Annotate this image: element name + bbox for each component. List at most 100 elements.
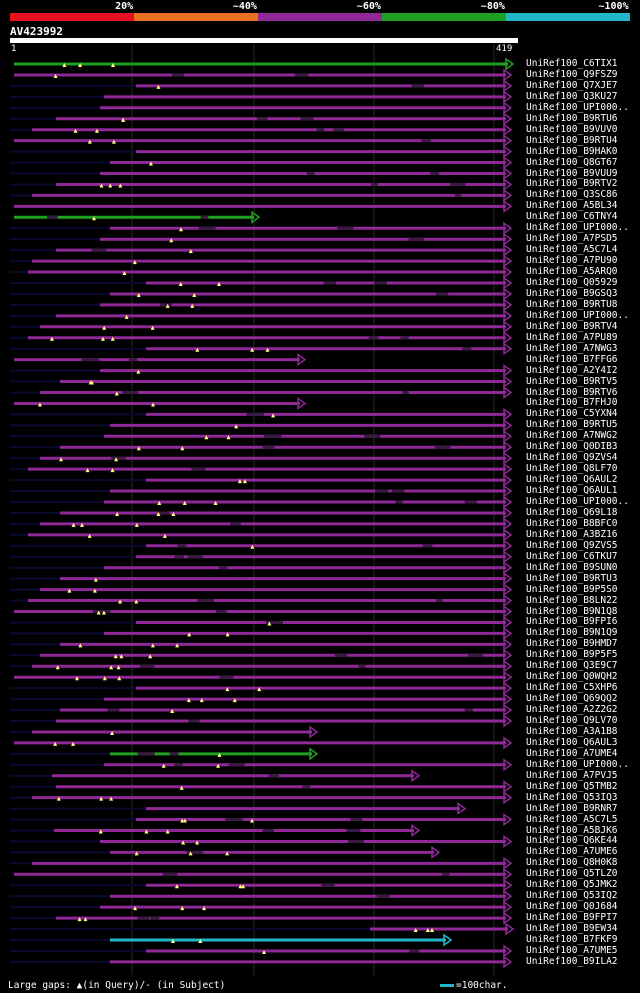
hit-label[interactable]: UniRef100_B9N1Q9	[526, 627, 618, 639]
hit-label[interactable]: UniRef100_B8BFC0	[526, 517, 618, 529]
ruler-end: 419	[496, 44, 513, 54]
hit-label[interactable]: UniRef100_A5C7L4	[526, 244, 618, 256]
hit-label[interactable]: UniRef100_B9P5F5	[526, 649, 618, 661]
hit-label[interactable]: UniRef100_Q5TMB2	[526, 780, 618, 792]
hit-label[interactable]: UniRef100_UPI000..	[526, 496, 629, 507]
gap-marker	[225, 851, 230, 856]
hit-label[interactable]: UniRef100_B7FFG6	[526, 353, 618, 365]
hit-arrow	[503, 780, 513, 794]
hit-label[interactable]: UniRef100_Q6KE44	[526, 835, 618, 847]
gap-marker	[181, 840, 186, 845]
hit-arrow	[309, 747, 319, 761]
hit-label[interactable]: UniRef100_B9HMD7	[526, 638, 618, 650]
hit-label[interactable]: UniRef100_UPI000..	[526, 222, 629, 234]
gap-marker	[78, 643, 83, 648]
hit-label[interactable]: UniRef100_B7FHJ0	[526, 397, 618, 409]
hit-label[interactable]: UniRef100_B9RTV4	[526, 320, 618, 332]
hit-label[interactable]: UniRef100_A3A1B8	[526, 725, 618, 737]
hit-label[interactable]: UniRef100_Q69L18	[526, 506, 618, 518]
hit-label[interactable]: UniRef100_A7UME5	[526, 944, 618, 956]
hit-label[interactable]: UniRef100_B9RTU4	[526, 134, 618, 146]
hit-label[interactable]: UniRef100_A2Y4I2	[526, 364, 618, 376]
hit-label[interactable]: UniRef100_Q6AUL2	[526, 474, 618, 486]
hit-label[interactable]: UniRef100_A7NWG3	[526, 342, 618, 354]
hit-label[interactable]: UniRef100_Q5JMK2	[526, 879, 618, 891]
hit-label[interactable]: UniRef100_Q05929	[526, 277, 618, 288]
hit-arrow	[503, 188, 513, 202]
hit-label[interactable]: UniRef100_A7NWG2	[526, 430, 618, 442]
hit-label[interactable]: UniRef100_B9RTV6	[526, 386, 618, 398]
hit-label[interactable]: UniRef100_Q6AUL1	[526, 485, 618, 497]
hit-label[interactable]: UniRef100_B9EW34	[526, 923, 618, 935]
hit-label[interactable]: UniRef100_B9VUV0	[526, 123, 618, 135]
hit-label[interactable]: UniRef100_B7FKF9	[526, 934, 618, 945]
hit-label[interactable]: UniRef100_Q6AUL3	[526, 736, 618, 748]
hit-label[interactable]: UniRef100_Q7XJE7	[526, 79, 618, 91]
hit-label[interactable]: UniRef100_Q3SC86	[526, 189, 618, 201]
hit-label[interactable]: UniRef100_UPI000..	[526, 758, 629, 770]
hit-label[interactable]: UniRef100_B9RTV5	[526, 375, 618, 387]
hit-label[interactable]: UniRef100_B9RTU5	[526, 419, 618, 431]
hit-label[interactable]: UniRef100_B9ILA2	[526, 955, 618, 967]
hit-label[interactable]: UniRef100_Q3KU27	[526, 90, 618, 102]
hit-label[interactable]: UniRef100_B9RTU6	[526, 112, 618, 124]
hit-arrow	[503, 758, 513, 772]
hit-label[interactable]: UniRef100_Q9ZVS4	[526, 452, 618, 464]
hit-label[interactable]: UniRef100_B9RTV2	[526, 178, 618, 190]
gap-marker	[250, 544, 255, 549]
hit-label[interactable]: UniRef100_B9RTU3	[526, 572, 618, 584]
hit-label[interactable]: UniRef100_B9GSQ3	[526, 287, 618, 299]
hit-label[interactable]: UniRef100_A7PU90	[526, 255, 618, 267]
hit-label[interactable]: UniRef100_C6TKU7	[526, 550, 618, 562]
hit-label[interactable]: UniRef100_Q8H0K8	[526, 857, 618, 869]
hit-label[interactable]: UniRef100_B9RTU8	[526, 298, 618, 310]
hit-label[interactable]: UniRef100_C6TNY4	[526, 211, 618, 223]
hit-label[interactable]: UniRef100_Q5TLZ0	[526, 868, 618, 880]
hit-label[interactable]: UniRef100_C5YXN4	[526, 408, 618, 420]
hit-label[interactable]: UniRef100_B9VUU9	[526, 167, 618, 179]
gap-marker	[182, 818, 187, 823]
gap-marker	[162, 533, 167, 538]
hit-label[interactable]: UniRef100_B9HAK0	[526, 145, 618, 157]
hit-label[interactable]: UniRef100_Q53IQ3	[526, 791, 618, 803]
hit-label[interactable]: UniRef100_A3BZ16	[526, 528, 618, 540]
hit-label[interactable]: UniRef100_A5BJK6	[526, 824, 618, 836]
hit-label[interactable]: UniRef100_A2Z2G2	[526, 704, 618, 716]
hit-label[interactable]: UniRef100_A7PVJ5	[526, 769, 618, 781]
legend-bar-0	[10, 13, 134, 21]
hit-arrow	[503, 659, 513, 673]
hit-label[interactable]: UniRef100_Q69QQ2	[526, 693, 618, 705]
hit-label[interactable]: UniRef100_Q9LV70	[526, 715, 618, 726]
hit-label[interactable]: UniRef100_Q8GT67	[526, 156, 618, 168]
hit-label[interactable]: UniRef100_B9N1Q8	[526, 605, 618, 617]
hit-label[interactable]: UniRef100_C5XHP6	[526, 682, 618, 694]
gap-marker	[117, 676, 122, 681]
hit-label[interactable]: UniRef100_B9RNR7	[526, 802, 618, 814]
hit-arrow	[503, 692, 513, 706]
hit-label[interactable]: UniRef100_C6TIX1	[526, 58, 618, 69]
hit-label[interactable]: UniRef100_UPI000..	[526, 309, 629, 321]
hit-label[interactable]: UniRef100_A7UME6	[526, 846, 618, 858]
hit-label[interactable]: UniRef100_Q8LF70	[526, 463, 618, 475]
hit-label[interactable]: UniRef100_Q0DIB3	[526, 441, 618, 453]
hit-label[interactable]: UniRef100_B9SUN0	[526, 561, 618, 573]
hit-label[interactable]: UniRef100_A7PU89	[526, 331, 618, 343]
hit-label[interactable]: UniRef100_Q9ZVS5	[526, 539, 618, 551]
gap-marker	[53, 73, 58, 78]
hit-label[interactable]: UniRef100_B9FPI7	[526, 912, 618, 924]
hit-label[interactable]: UniRef100_A5BL34	[526, 200, 618, 212]
hit-label[interactable]: UniRef100_Q3E9C7	[526, 660, 618, 672]
hit-label[interactable]: UniRef100_Q0WQH2	[526, 671, 618, 683]
hit-label[interactable]: UniRef100_A5C7L5	[526, 813, 618, 825]
hit-label[interactable]: UniRef100_UPI000..	[526, 101, 629, 113]
hit-label[interactable]: UniRef100_B8LN22	[526, 594, 618, 606]
gap-marker	[118, 183, 123, 188]
hit-label[interactable]: UniRef100_A7UME4	[526, 747, 618, 759]
hit-label[interactable]: UniRef100_A7PSD5	[526, 233, 618, 245]
hit-label[interactable]: UniRef100_B9P5S0	[526, 583, 618, 595]
hit-label[interactable]: UniRef100_B9FPI6	[526, 616, 618, 628]
hit-label[interactable]: UniRef100_Q53IQ2	[526, 890, 618, 902]
hit-label[interactable]: UniRef100_A5ARQ0	[526, 266, 618, 278]
hit-label[interactable]: UniRef100_Q0J684	[526, 901, 618, 913]
hit-label[interactable]: UniRef100_Q9FSZ9	[526, 68, 618, 80]
